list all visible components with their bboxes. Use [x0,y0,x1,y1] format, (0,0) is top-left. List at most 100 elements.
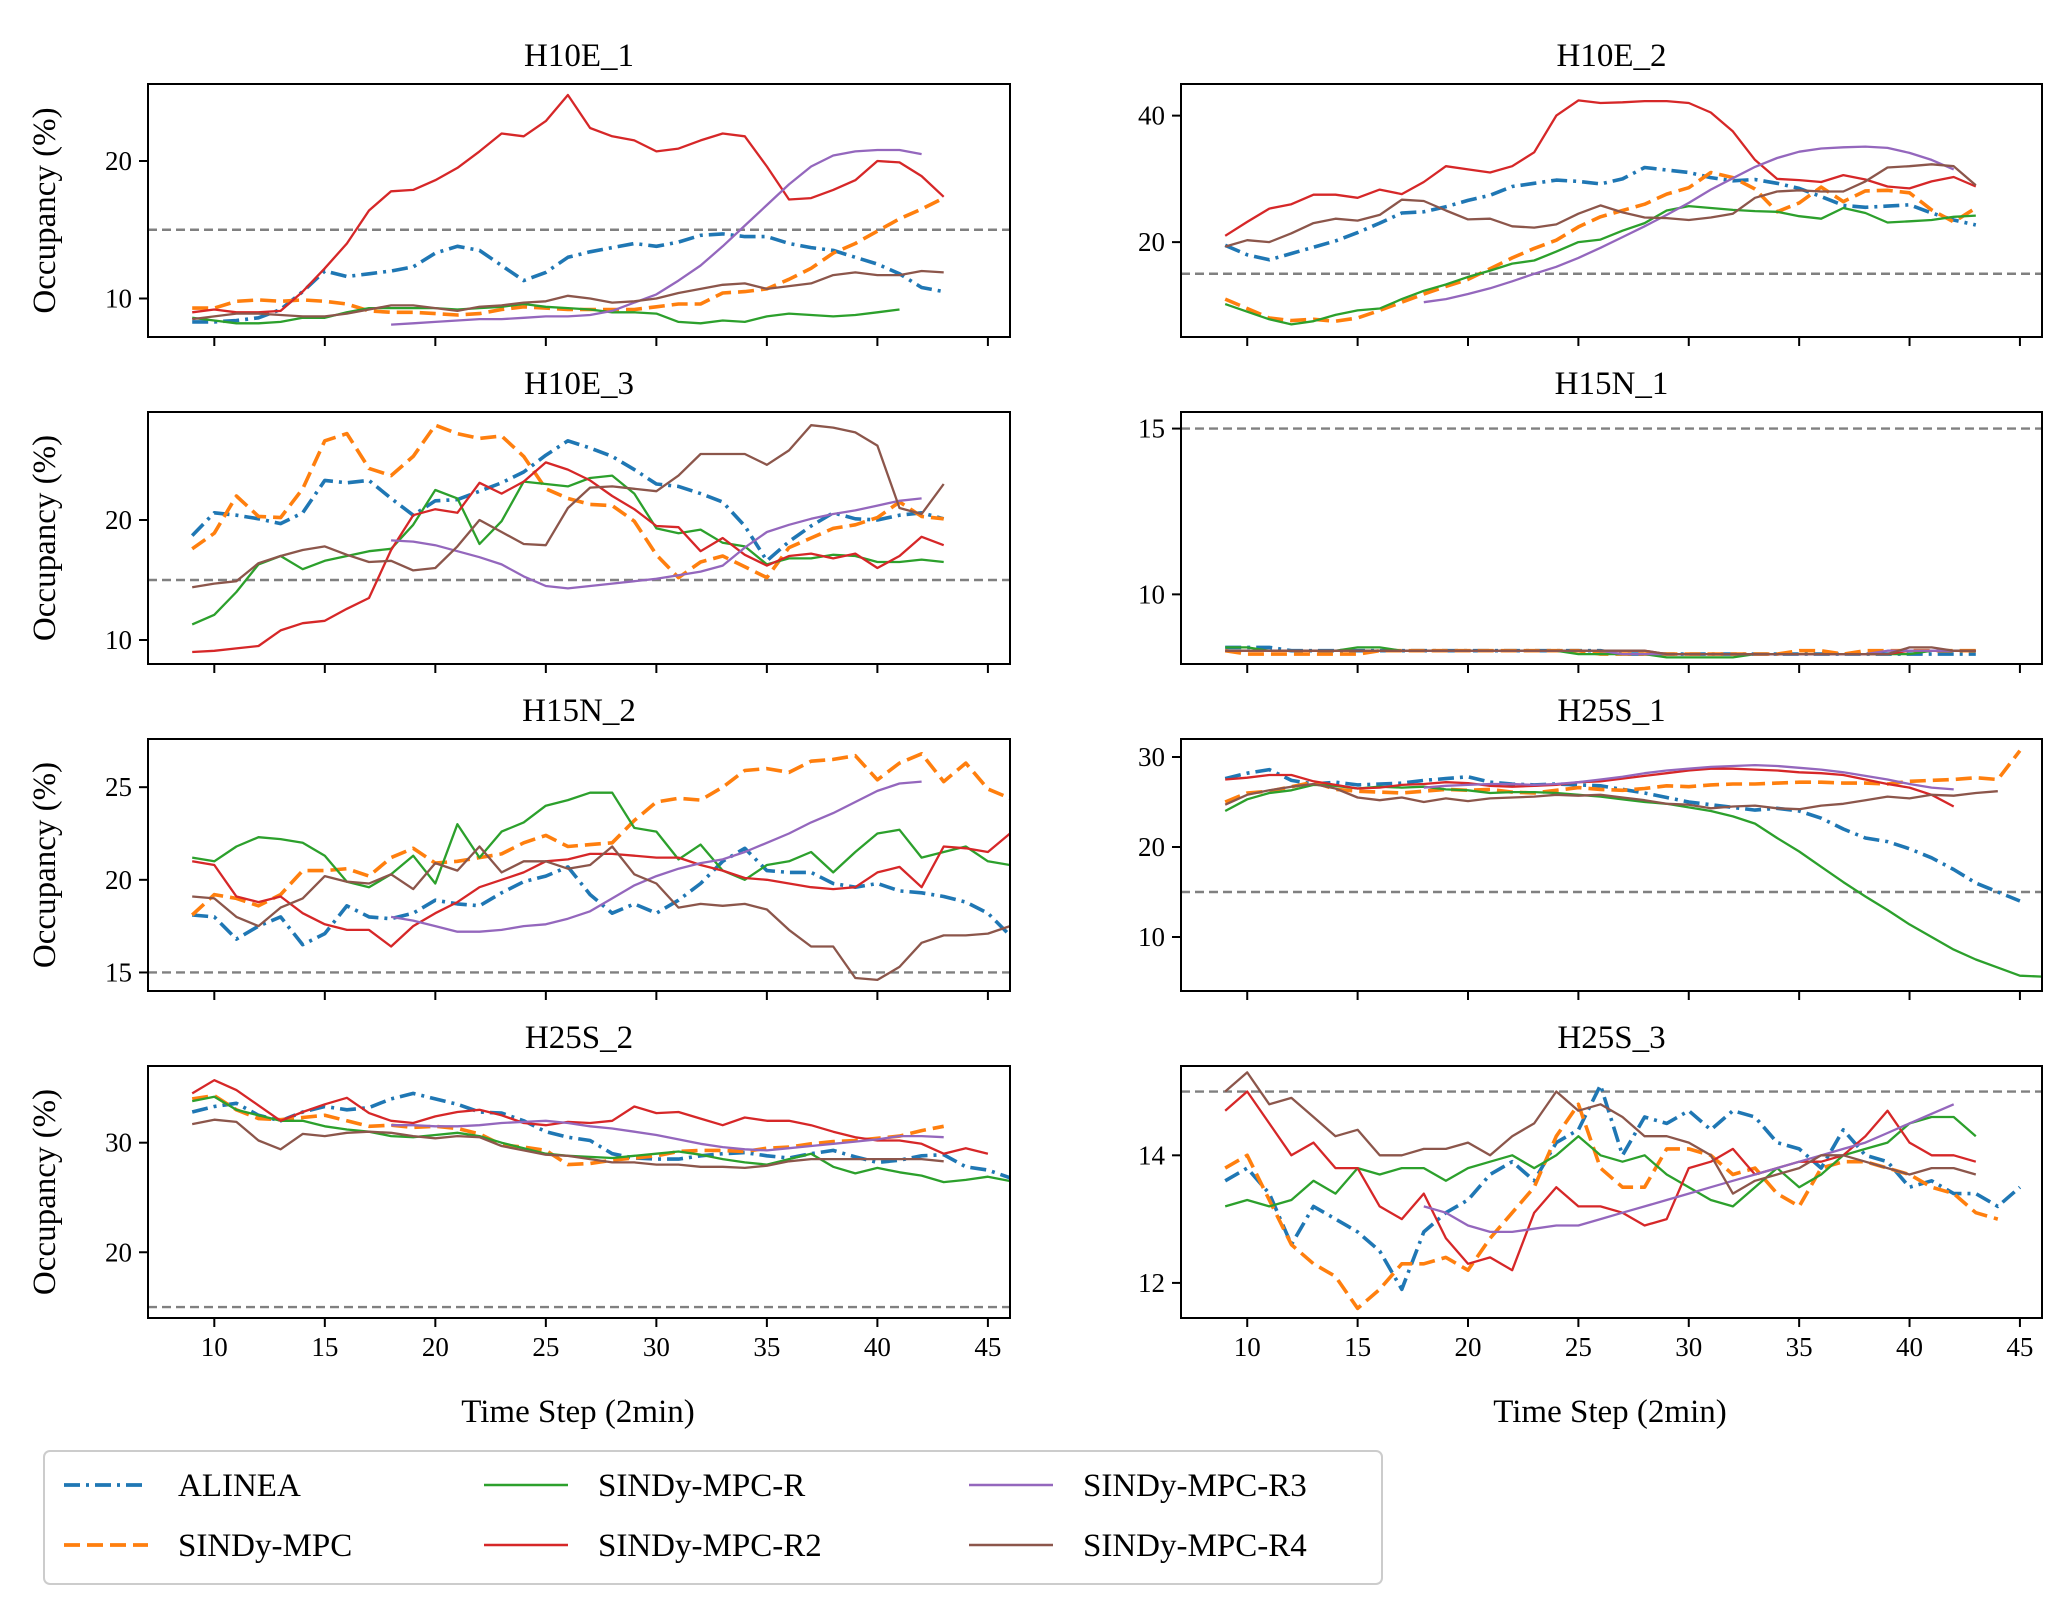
series-group-h10e-1 [192,93,945,326]
series-line-sindy-mpc-r2-h10e-3 [192,461,945,654]
subplot-title-h15n-2: H15N_2 [522,693,636,729]
x-tick-label-30-h25s-3: 30 [1675,1332,1702,1362]
series-line-sindy-mpc-h25s-2 [191,1093,945,1167]
subplot-title-h10e-2: H10E_2 [1557,38,1667,74]
series-line-sindy-mpc-r-h10e-2 [1224,204,1976,326]
y-tick-label-40-h10e-2: 40 [1138,101,1165,131]
y-tick-label-15-h15n-2: 15 [105,957,132,987]
series-group-h15n-2 [190,751,1010,982]
subplot-title-h15n-1: H15N_1 [1555,366,1669,402]
subplot-title-h25s-2: H25S_2 [525,1020,633,1056]
series-line-alinea-h25s-3 [1224,1083,2022,1292]
axes-frame-h15n-2 [147,738,1011,992]
legend-label-alinea: ALINEA [178,1468,301,1504]
series-line-sindy-mpc-r4-h25s-1 [1224,782,1998,811]
y-tick-label-20-h10e-3: 20 [105,505,132,535]
series-line-alinea-h15n-2 [192,846,1010,947]
series-line-sindy-mpc-r-h10e-3 [191,474,944,626]
subplot-title-h25s-1: H25S_1 [1557,693,1665,729]
y-axis-label-h10e-1: Occupancy (%) [27,107,63,313]
series-line-sindy-mpc-r2-h25s-2 [191,1079,989,1155]
series-line-sindy-mpc-h25s-3 [1224,1102,1999,1311]
y-axis-label-h10e-3: Occupancy (%) [27,435,63,641]
series-line-alinea-h25s-1 [1224,767,2021,903]
series-line-sindy-mpc-r-h25s-2 [191,1095,1010,1184]
series-line-sindy-mpc-r4-h10e-3 [192,424,945,589]
series-group-h10e-3 [190,423,945,654]
axes-frame-h25s-3 [1180,1065,2043,1319]
series-line-sindy-mpc-r-h25s-3 [1224,1115,1977,1208]
axes-frame-h10e-3 [147,411,1011,665]
x-tick-label-25-h25s-3: 25 [1565,1332,1592,1362]
subplot-h15n-1: H15N_1 10 15 [1138,366,2043,673]
series-line-sindy-mpc-r-h15n-2 [192,791,1010,889]
axes-frame-h25s-1 [1180,738,2043,992]
x-tick-label-45-h25s-2: 45 [974,1332,1001,1362]
series-line-sindy-mpc-h15n-2 [190,751,1010,917]
series-line-sindy-mpc-r4-h10e-2 [1224,163,1977,248]
series-line-sindy-mpc-r3-h10e-2 [1423,145,1955,304]
y-tick-label-30-h25s-1: 30 [1138,742,1165,772]
series-line-sindy-mpc-r4-h15n-2 [192,845,1010,982]
axes-frame-h15n-1 [1180,411,2043,665]
series-group-h25s-3 [1224,1071,2022,1311]
x-tick-label-30-h25s-2: 30 [643,1332,670,1362]
y-tick-label-25-h15n-2: 25 [105,772,132,802]
x-axis-label-left: Time Step (2min) [461,1394,694,1430]
series-group-h25s-2 [191,1079,1010,1184]
x-tick-label-15-h25s-2: 15 [311,1332,338,1362]
x-tick-label-35-h25s-3: 35 [1786,1332,1813,1362]
subplot-h25s-1: H25S_1 10 20 30 [1138,693,2043,1000]
series-line-sindy-mpc-r3-h10e-3 [391,497,922,590]
x-tick-label-10-h25s-2: 10 [201,1332,228,1362]
y-tick-label-30-h25s-2: 30 [105,1128,132,1158]
series-line-sindy-mpc-h10e-2 [1224,170,1977,324]
subplot-h25s-3: H25S_3 10 15 20 25 30 35 40 45 12 14 [1138,1020,2043,1362]
y-tick-label-20-h25s-2: 20 [105,1237,132,1267]
legend: ALINEA SINDy-MPC SINDy-MPC-R SINDy-MPC-R2 SI… [43,1450,1383,1585]
x-tick-label-10-h25s-3: 10 [1234,1332,1261,1362]
axes-frame-h10e-1 [147,83,1011,338]
series-line-sindy-mpc-r3-h10e-1 [391,148,922,326]
subplot-h10e-2: H10E_2 20 40 [1138,38,2043,346]
series-line-sindy-mpc-r4-h15n-1 [1225,646,1976,656]
subplot-grid: H10E_1 10 20 Occupancy (%) H10E_2 20 40 H10E_3 1… [27,38,2043,1362]
y-tick-label-20-h10e-2: 20 [1138,227,1165,257]
series-line-sindy-mpc-r-h10e-1 [192,302,900,325]
x-tick-label-25-h25s-2: 25 [532,1332,559,1362]
x-tick-label-45-h25s-3: 45 [2006,1332,2033,1362]
series-line-sindy-mpc-r3-h25s-2 [391,1119,944,1152]
x-tick-label-40-h25s-3: 40 [1896,1332,1923,1362]
legend-label-sindy-mpc: SINDy-MPC [178,1528,352,1564]
y-axis-label-h25s-2: Occupancy (%) [27,1089,63,1295]
series-line-sindy-mpc-r3-h15n-2 [390,780,922,933]
series-line-sindy-mpc-r2-h10e-2 [1224,99,1977,237]
series-line-alinea-h10e-3 [190,438,945,563]
series-line-sindy-mpc-r4-h10e-1 [192,269,944,321]
series-line-sindy-mpc-r3-h25s-3 [1423,1103,1955,1234]
x-tick-label-15-h25s-3: 15 [1344,1332,1371,1362]
subplot-title-h25s-3: H25S_3 [1557,1020,1665,1056]
x-tick-label-40-h25s-2: 40 [864,1332,891,1362]
legend-label-sindy-mpc-r3: SINDy-MPC-R3 [1083,1468,1307,1504]
y-tick-label-14-h25s-3: 14 [1138,1140,1166,1170]
subplot-title-h10e-1: H10E_1 [524,38,634,74]
x-tick-label-35-h25s-2: 35 [753,1332,780,1362]
series-line-alinea-h10e-2 [1224,165,1977,262]
y-tick-label-20-h25s-1: 20 [1138,832,1165,862]
y-axis-label-h15n-2: Occupancy (%) [27,762,63,968]
series-group-h25s-1 [1224,749,2042,978]
y-tick-label-10-h25s-1: 10 [1138,922,1165,952]
subplot-h25s-2: H25S_2 10 15 20 25 30 35 40 45 20 30 Occupancy (%) [27,1020,1011,1362]
subplot-title-h10e-3: H10E_3 [524,366,634,402]
series-group-h15n-1 [1224,645,1976,659]
y-tick-label-15-h15n-1: 15 [1138,414,1165,444]
y-tick-label-10-h10e-3: 10 [105,625,132,655]
x-axis-label-right: Time Step (2min) [1493,1394,1726,1430]
series-line-sindy-mpc-r4-h25s-2 [191,1118,944,1170]
series-line-sindy-mpc-h10e-1 [192,196,945,317]
subplot-h10e-1: H10E_1 10 20 Occupancy (%) [27,38,1011,346]
series-group-h10e-2 [1224,99,1977,326]
series-line-sindy-mpc-h10e-3 [191,423,944,580]
series-line-alinea-h10e-1 [192,232,945,324]
